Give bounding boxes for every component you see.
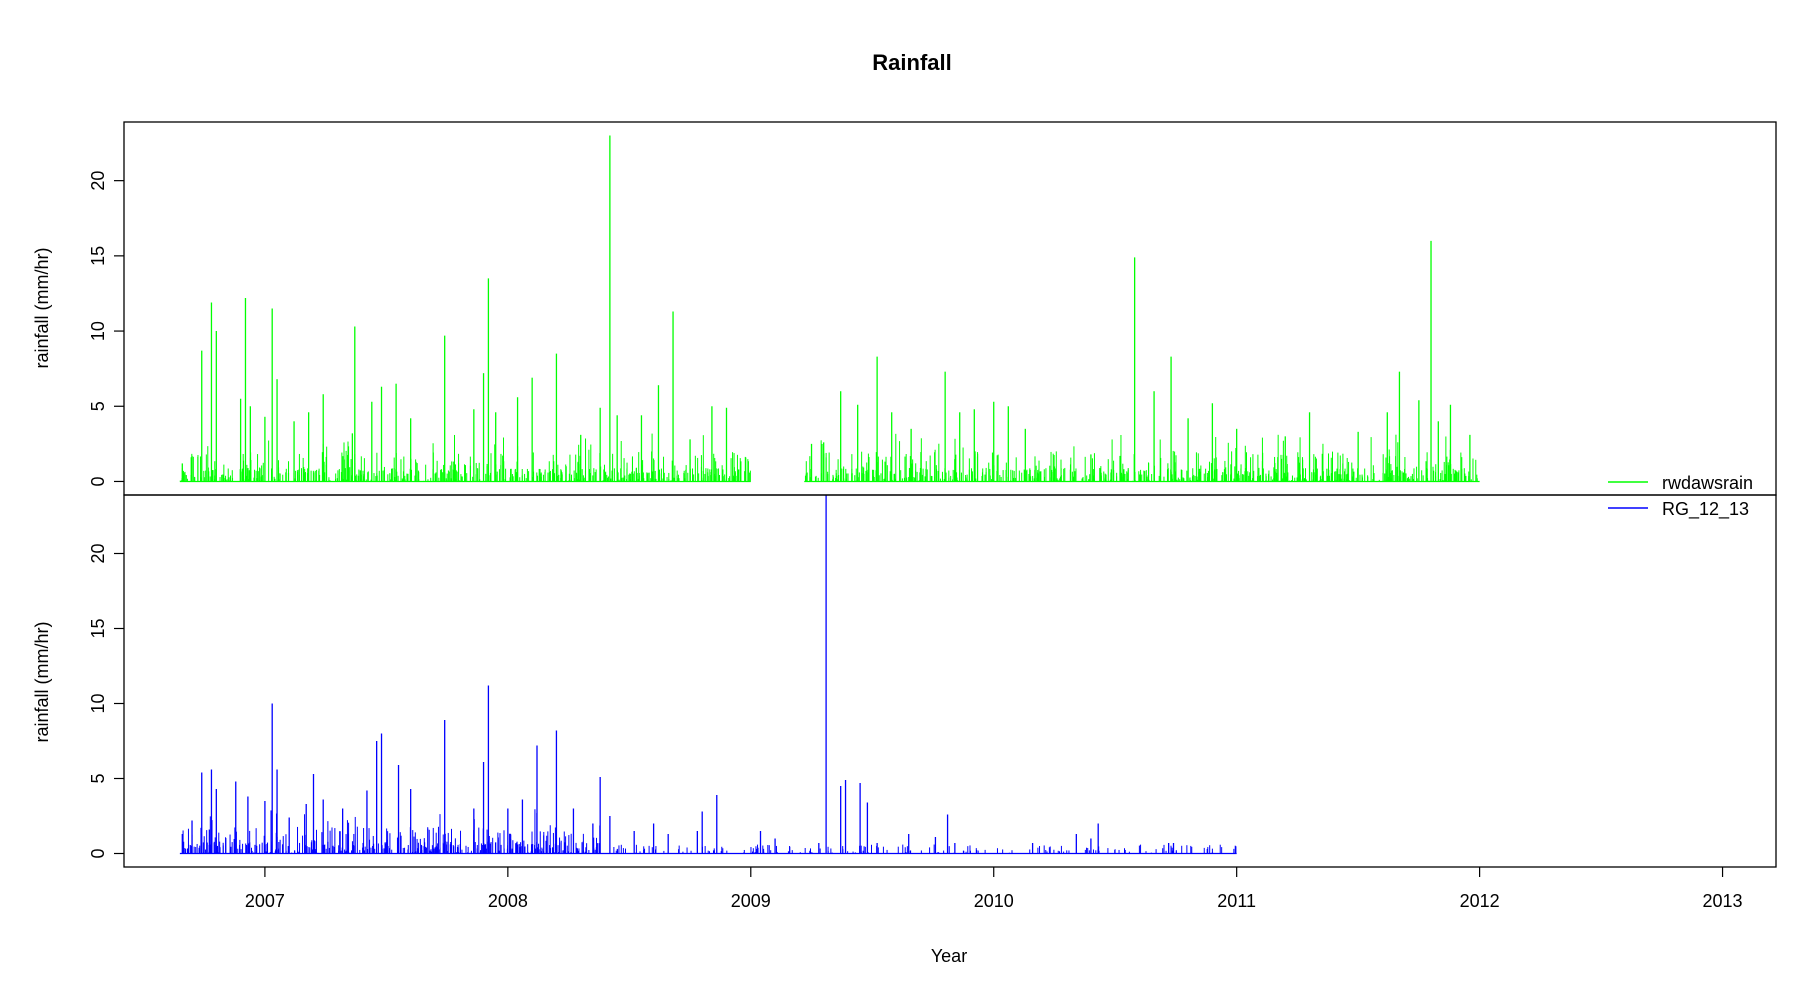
panel-top-ylabel: rainfall (mm/hr) — [32, 247, 52, 368]
panel-bottom-yaxis: 0 5 10 15 20 — [88, 543, 124, 859]
panel-0-ytick-label-4: 20 — [88, 171, 108, 191]
panel-bottom — [179, 495, 1237, 855]
panel-bottom-frame — [123, 494, 1777, 868]
panel-1-ytick-label-4: 20 — [88, 543, 108, 563]
xtick-label-2: 2009 — [731, 891, 771, 911]
xtick-label-0: 2007 — [245, 891, 285, 911]
legend: rwdawsrain RG_12_13 — [1608, 473, 1753, 520]
legend-label-rg-12-13: RG_12_13 — [1662, 499, 1749, 520]
panel-0-ytick-label-3: 15 — [88, 246, 108, 266]
xtick-label-1: 2008 — [488, 891, 528, 911]
chart-title: Rainfall — [872, 50, 951, 75]
panel-0-ytick-label-2: 10 — [88, 321, 108, 341]
panel-top-yaxis: 0 5 10 15 20 — [88, 171, 124, 486]
panel-1-ytick-label-1: 5 — [88, 773, 108, 783]
panel-1-ytick-label-2: 10 — [88, 693, 108, 713]
panel-0-ytick-label-0: 0 — [88, 476, 108, 486]
xtick-label-4: 2011 — [1217, 891, 1256, 911]
x-axis-label: Year — [931, 946, 967, 966]
panel-top — [179, 135, 1480, 483]
x-axis: 2007 2008 2009 2010 2011 2012 2013 — [245, 867, 1743, 911]
legend-label-rwdawsrain: rwdawsrain — [1662, 473, 1753, 493]
xtick-label-6: 2013 — [1703, 891, 1743, 911]
xtick-label-3: 2010 — [974, 891, 1014, 911]
panel-1-ytick-label-0: 0 — [88, 848, 108, 858]
xtick-label-5: 2012 — [1460, 891, 1500, 911]
panel-bottom-ylabel: rainfall (mm/hr) — [32, 621, 52, 742]
panel-1-ytick-label-3: 15 — [88, 618, 108, 638]
panel-0-ytick-label-1: 5 — [88, 401, 108, 411]
